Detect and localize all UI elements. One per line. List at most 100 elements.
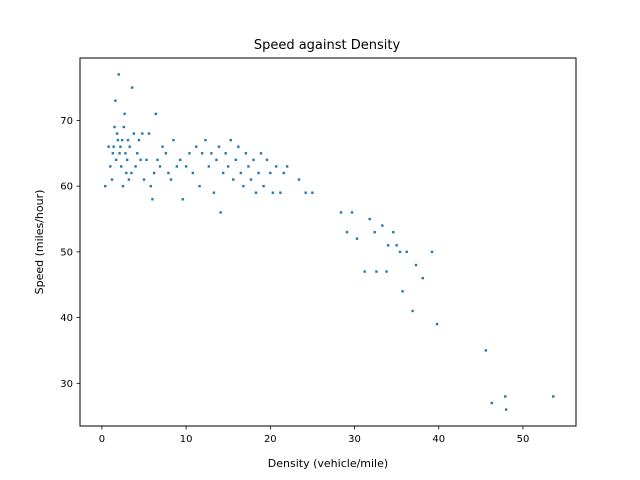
data-point bbox=[247, 165, 250, 168]
data-point bbox=[117, 73, 120, 76]
data-point bbox=[125, 158, 129, 162]
data-point bbox=[210, 152, 213, 155]
data-point bbox=[254, 191, 258, 194]
data-point bbox=[282, 171, 285, 175]
data-point bbox=[175, 165, 179, 168]
data-point bbox=[134, 165, 137, 168]
data-point bbox=[269, 171, 272, 175]
y-tick-label: 30 bbox=[60, 379, 73, 390]
data-point bbox=[304, 191, 307, 194]
data-point bbox=[350, 211, 354, 214]
data-point bbox=[504, 408, 508, 411]
data-point bbox=[212, 191, 216, 194]
data-point bbox=[126, 138, 130, 142]
x-tick-label: 0 bbox=[99, 434, 105, 445]
data-point bbox=[120, 165, 123, 168]
data-point bbox=[115, 158, 118, 162]
data-point bbox=[244, 152, 248, 155]
data-point bbox=[257, 171, 260, 175]
data-point bbox=[200, 152, 204, 155]
data-point bbox=[237, 145, 240, 148]
x-tick-label: 50 bbox=[517, 434, 530, 445]
data-point bbox=[181, 198, 184, 201]
data-point bbox=[339, 211, 343, 214]
data-point bbox=[363, 270, 366, 273]
data-point bbox=[109, 165, 112, 168]
data-point bbox=[217, 145, 221, 148]
data-point bbox=[279, 191, 282, 194]
data-point bbox=[188, 152, 191, 155]
data-point bbox=[119, 145, 122, 148]
data-point bbox=[259, 152, 263, 155]
data-point bbox=[132, 132, 136, 135]
data-point bbox=[115, 132, 119, 135]
data-point bbox=[114, 99, 117, 102]
plot-frame bbox=[79, 57, 577, 427]
data-point bbox=[242, 184, 245, 188]
data-point bbox=[125, 171, 128, 175]
data-point bbox=[131, 86, 134, 89]
data-point bbox=[179, 158, 182, 162]
data-point bbox=[215, 158, 218, 162]
data-point bbox=[373, 230, 376, 234]
data-point bbox=[345, 230, 349, 234]
data-point bbox=[219, 211, 222, 214]
data-point bbox=[164, 152, 168, 155]
data-point bbox=[421, 276, 424, 280]
data-point bbox=[123, 112, 126, 116]
data-point bbox=[484, 349, 488, 352]
data-point bbox=[122, 125, 125, 129]
data-point bbox=[139, 158, 142, 162]
data-point bbox=[411, 309, 414, 313]
data-point bbox=[368, 217, 371, 221]
chart-title: Speed against Density bbox=[254, 38, 401, 53]
data-point bbox=[398, 250, 402, 254]
data-point bbox=[118, 152, 121, 155]
data-point bbox=[107, 145, 110, 148]
data-point bbox=[504, 395, 507, 398]
x-axis-ticks: 0 10 20 30 40 50 bbox=[99, 426, 530, 445]
data-point bbox=[130, 171, 133, 175]
x-axis-title: Density (vehicle/mile) bbox=[268, 457, 388, 470]
data-point bbox=[141, 132, 144, 135]
y-tick-label: 70 bbox=[60, 116, 73, 127]
data-point bbox=[204, 138, 207, 142]
data-point bbox=[195, 145, 198, 148]
data-point bbox=[149, 184, 152, 188]
data-point bbox=[229, 138, 232, 142]
data-point bbox=[401, 290, 404, 293]
data-point bbox=[158, 165, 162, 168]
data-point bbox=[262, 184, 265, 188]
data-point bbox=[435, 322, 439, 326]
data-point bbox=[161, 145, 164, 148]
data-point bbox=[104, 184, 107, 188]
data-point bbox=[156, 158, 159, 162]
y-tick-label: 50 bbox=[60, 247, 73, 258]
y-axis-title: Speed (miles/hour) bbox=[33, 190, 46, 295]
data-point bbox=[227, 165, 230, 168]
data-point bbox=[395, 244, 398, 247]
data-point bbox=[142, 178, 146, 181]
data-point bbox=[405, 250, 408, 254]
data-point bbox=[239, 171, 243, 175]
data-point bbox=[265, 158, 269, 162]
data-point bbox=[191, 171, 195, 175]
data-point bbox=[113, 125, 116, 129]
data-point bbox=[232, 178, 235, 181]
data-point bbox=[128, 145, 131, 148]
data-point bbox=[224, 152, 227, 155]
data-point bbox=[221, 171, 225, 175]
data-point bbox=[414, 263, 418, 267]
data-point bbox=[387, 244, 390, 247]
data-point bbox=[121, 184, 125, 188]
x-tick-label: 30 bbox=[348, 434, 361, 445]
data-point bbox=[172, 138, 175, 142]
data-point bbox=[271, 191, 275, 194]
data-point bbox=[275, 165, 278, 168]
data-point bbox=[167, 171, 170, 175]
data-point bbox=[151, 198, 154, 201]
data-point bbox=[116, 138, 120, 142]
data-point bbox=[198, 184, 201, 188]
data-point bbox=[154, 112, 157, 116]
